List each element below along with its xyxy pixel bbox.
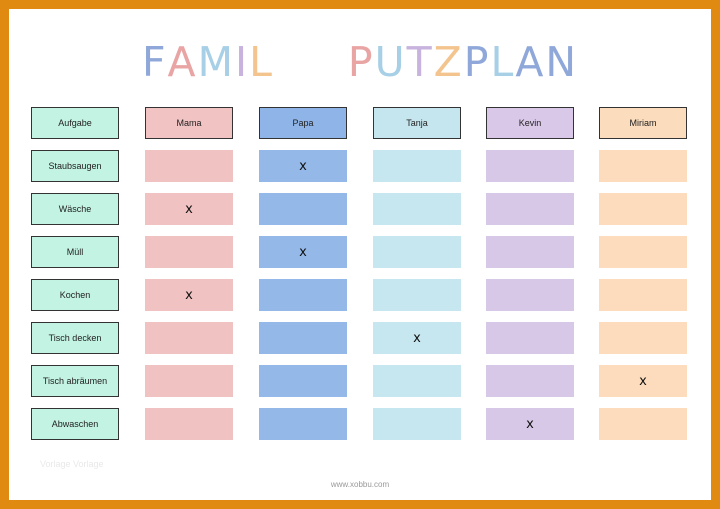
schedule-cell[interactable] — [373, 193, 461, 225]
schedule-cell[interactable] — [259, 408, 347, 440]
schedule-cell[interactable] — [486, 322, 574, 354]
schedule-cell[interactable] — [599, 150, 687, 182]
header-cell-miriam: Miriam — [599, 107, 687, 139]
title-letter: N — [545, 38, 579, 86]
schedule-cell[interactable] — [373, 236, 461, 268]
title-letter — [301, 38, 316, 86]
title-letter: - — [316, 38, 333, 86]
page-sheet — [9, 9, 711, 500]
task-label: Staubsaugen — [31, 150, 119, 182]
schedule-cell[interactable] — [599, 193, 687, 225]
task-label: Tisch abräumen — [31, 365, 119, 397]
schedule-cell[interactable]: x — [486, 408, 574, 440]
title-letter: Y — [273, 38, 301, 86]
watermark-text: Vorlage Vorlage — [40, 459, 104, 469]
schedule-cell[interactable] — [599, 322, 687, 354]
footer-url: www.xobbu.com — [330, 480, 390, 489]
schedule-cell[interactable] — [259, 279, 347, 311]
schedule-cell[interactable] — [599, 408, 687, 440]
assignment-mark: x — [299, 158, 307, 174]
title-letter: A — [167, 38, 198, 86]
task-label: Kochen — [31, 279, 119, 311]
schedule-cell[interactable] — [373, 150, 461, 182]
title-letter: I — [234, 38, 250, 86]
schedule-cell[interactable] — [145, 365, 233, 397]
schedule-cell[interactable] — [259, 193, 347, 225]
schedule-cell[interactable] — [486, 150, 574, 182]
title-letter: L — [249, 38, 274, 86]
schedule-cell[interactable] — [486, 236, 574, 268]
schedule-cell[interactable] — [145, 322, 233, 354]
schedule-cell[interactable] — [373, 279, 461, 311]
schedule-cell[interactable] — [599, 236, 687, 268]
title-letter: T — [406, 38, 434, 86]
assignment-mark: x — [185, 287, 193, 303]
header-cell-papa: Papa — [259, 107, 347, 139]
title-letter: A — [515, 38, 546, 86]
title-letter: P — [347, 38, 375, 86]
schedule-cell[interactable]: x — [145, 279, 233, 311]
title-letter — [333, 38, 348, 86]
schedule-cell[interactable] — [373, 365, 461, 397]
title-letter: Z — [433, 38, 464, 86]
schedule-cell[interactable] — [486, 193, 574, 225]
schedule-cell[interactable] — [486, 279, 574, 311]
title-letter: P — [463, 38, 491, 86]
assignment-mark: x — [299, 244, 307, 260]
schedule-cell[interactable] — [145, 408, 233, 440]
task-label: Tisch decken — [31, 322, 119, 354]
title-letter: M — [197, 38, 235, 86]
schedule-cell[interactable]: x — [145, 193, 233, 225]
title-letter: F — [141, 38, 168, 86]
header-cell-task: Aufgabe — [31, 107, 119, 139]
assignment-mark: x — [526, 416, 534, 432]
schedule-cell[interactable]: x — [599, 365, 687, 397]
schedule-cell[interactable]: x — [259, 236, 347, 268]
task-label: Abwaschen — [31, 408, 119, 440]
assignment-mark: x — [413, 330, 421, 346]
schedule-cell[interactable] — [145, 150, 233, 182]
schedule-cell[interactable] — [599, 279, 687, 311]
task-label: Müll — [31, 236, 119, 268]
schedule-cell[interactable] — [145, 236, 233, 268]
page-title: FAMILY - PUTZPLAN — [0, 38, 720, 86]
schedule-cell[interactable] — [259, 322, 347, 354]
schedule-cell[interactable] — [373, 408, 461, 440]
title-letter: L — [490, 38, 516, 86]
schedule-cell[interactable] — [259, 365, 347, 397]
schedule-cell[interactable]: x — [259, 150, 347, 182]
assignment-mark: x — [639, 373, 647, 389]
assignment-mark: x — [185, 201, 193, 217]
schedule-cell[interactable]: x — [373, 322, 461, 354]
header-cell-mama: Mama — [145, 107, 233, 139]
header-cell-tanja: Tanja — [373, 107, 461, 139]
task-label: Wäsche — [31, 193, 119, 225]
title-letter: U — [374, 38, 407, 86]
header-cell-kevin: Kevin — [486, 107, 574, 139]
schedule-cell[interactable] — [486, 365, 574, 397]
